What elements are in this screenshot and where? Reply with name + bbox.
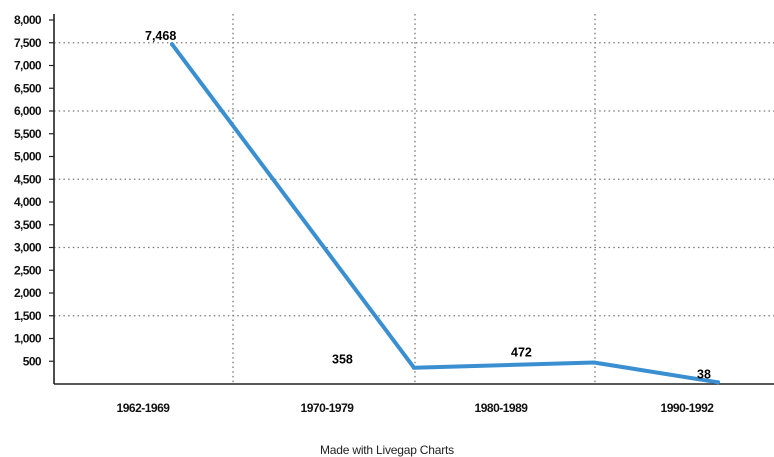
series-path	[170, 42, 720, 385]
y-tick-label: 2,500	[14, 263, 42, 277]
y-tick-label: 2,000	[14, 286, 42, 300]
data-point	[412, 365, 416, 370]
axes	[53, 14, 774, 385]
series-line	[170, 42, 720, 385]
y-tick-label: 8,000	[14, 13, 42, 27]
chart-credit: Made with Livegap Charts	[320, 443, 454, 457]
y-tick-label: 5,500	[14, 127, 42, 141]
y-tick-label: 3,500	[14, 218, 42, 232]
x-tick-label: 1962-1969	[117, 401, 171, 415]
y-tick-label: 7,500	[14, 36, 42, 50]
y-tick-label: 500	[23, 354, 42, 368]
y-tick-label: 4,000	[14, 195, 42, 209]
y-tick-label: 4,500	[14, 172, 42, 186]
x-tick-label: 1990-1992	[661, 401, 715, 415]
y-tick-label: 6,000	[14, 104, 42, 118]
y-tick-label: 7,000	[14, 59, 42, 73]
x-tick-label: 1980-1989	[475, 401, 529, 415]
y-axis-ticks: 500 1,000 1,500 2,000 2,500 3,000 3,500 4,000 4,…	[14, 13, 54, 368]
data-point	[716, 380, 720, 385]
data-label: 358	[332, 353, 353, 367]
y-tick-label: 3,000	[14, 241, 42, 255]
grid-lines	[54, 14, 774, 384]
data-labels: 7,468 358 472 38	[145, 29, 711, 381]
y-tick-label: 6,500	[14, 81, 42, 95]
data-point	[592, 360, 596, 365]
y-tick-label: 1,000	[14, 332, 42, 346]
y-tick-label: 1,500	[14, 309, 42, 323]
data-point	[170, 42, 174, 47]
data-label: 7,468	[145, 29, 176, 43]
x-tick-label: 1970-1979	[301, 401, 355, 415]
y-tick-label: 5,000	[14, 150, 42, 164]
x-axis-ticks: 1962-1969 1970-1979 1980-1989 1990-1992	[117, 401, 715, 415]
data-label: 38	[697, 367, 711, 381]
data-label: 472	[511, 346, 532, 360]
